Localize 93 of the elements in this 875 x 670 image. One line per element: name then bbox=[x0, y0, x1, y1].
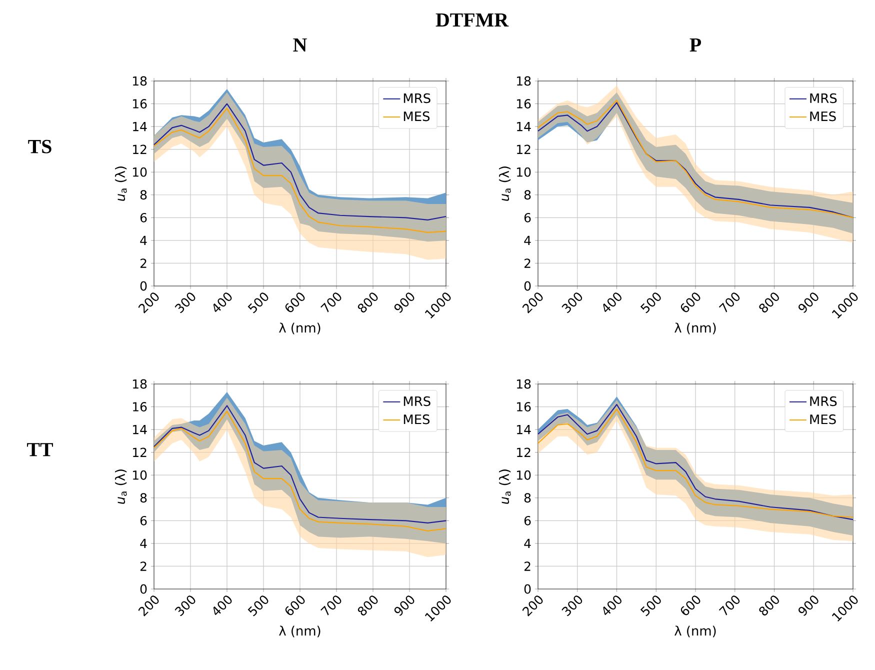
x-tick-label: 300 bbox=[562, 292, 582, 314]
y-tick-label: 6 bbox=[524, 516, 531, 526]
x-tick-label: 400 bbox=[603, 292, 622, 312]
x-tick-label: 600 bbox=[285, 292, 305, 312]
y-tick-label: 6 bbox=[140, 212, 147, 222]
y-tick-label: 12 bbox=[133, 144, 146, 154]
x-tick-label: 800 bbox=[358, 292, 378, 312]
x-tick-label: 500 bbox=[248, 292, 268, 314]
x-tick-label: 800 bbox=[759, 596, 779, 616]
y-tick-label: 2 bbox=[524, 258, 530, 268]
x-tick-label: 300 bbox=[562, 596, 582, 616]
y-tick-label: 18 bbox=[517, 379, 531, 389]
x-tick-label: 200 bbox=[522, 292, 543, 314]
y-axis-title: u$_{a}$ (λ) bbox=[499, 166, 511, 201]
x-tick-label: 300 bbox=[174, 596, 196, 616]
y-tick-label: 6 bbox=[524, 212, 531, 222]
x-axis-title: λ (nm) bbox=[674, 322, 716, 334]
y-tick-label: 18 bbox=[133, 76, 147, 86]
y-axis-title: u$_{a}$ (λ) bbox=[115, 166, 127, 201]
y-tick-label: 10 bbox=[517, 470, 531, 480]
y-axis-title: u$_{a}$ (λ) bbox=[115, 470, 127, 504]
x-tick-label: 700 bbox=[718, 596, 740, 616]
x-tick-label: 900 bbox=[394, 596, 414, 616]
x-tick-label: 200 bbox=[522, 596, 543, 616]
y-tick-label: 18 bbox=[517, 76, 531, 86]
y-tick-label: 8 bbox=[524, 190, 531, 200]
legend-label: MRS bbox=[810, 93, 837, 104]
x-axis-title: λ (nm) bbox=[674, 626, 716, 638]
x-tick-label: 500 bbox=[248, 596, 268, 616]
legend-label: MRS bbox=[810, 396, 837, 406]
x-tick-label: 900 bbox=[798, 292, 818, 313]
y-tick-label: 2 bbox=[524, 562, 530, 571]
x-tick-label: 200 bbox=[138, 292, 159, 314]
y-tick-label: 10 bbox=[517, 167, 531, 177]
x-tick-label: 400 bbox=[603, 596, 622, 616]
y-tick-label: 14 bbox=[517, 425, 531, 434]
y-tick-label: 18 bbox=[133, 379, 147, 389]
x-tick-label: 800 bbox=[759, 292, 779, 312]
y-tick-label: 10 bbox=[133, 470, 147, 480]
y-tick-label: 14 bbox=[133, 425, 147, 434]
x-tick-label: 600 bbox=[680, 292, 700, 312]
x-tick-label: 700 bbox=[320, 292, 342, 312]
legend-label: MRS bbox=[404, 93, 430, 104]
x-tick-label: 700 bbox=[718, 292, 740, 312]
y-tick-label: 2 bbox=[140, 562, 146, 571]
x-tick-label: 700 bbox=[320, 596, 342, 616]
chart-title: P bbox=[690, 38, 702, 52]
x-axis-title: λ (nm) bbox=[279, 322, 320, 334]
legend-label: MES bbox=[810, 414, 836, 424]
x-tick-label: 400 bbox=[213, 292, 232, 312]
y-tick-label: 0 bbox=[140, 584, 147, 594]
x-tick-label: 500 bbox=[640, 292, 661, 314]
y-tick-label: 0 bbox=[140, 281, 147, 291]
x-tick-label: 500 bbox=[640, 596, 661, 616]
y-tick-label: 12 bbox=[517, 144, 530, 154]
legend-label: MES bbox=[810, 111, 836, 122]
y-tick-label: 8 bbox=[524, 493, 531, 503]
x-tick-label: 300 bbox=[174, 292, 196, 314]
y-tick-label: 2 bbox=[140, 258, 146, 268]
y-tick-label: 14 bbox=[133, 122, 147, 132]
y-tick-label: 12 bbox=[133, 448, 146, 457]
x-tick-label: 600 bbox=[680, 596, 700, 616]
x-tick-label: 600 bbox=[285, 596, 305, 616]
legend-label: MES bbox=[404, 111, 430, 122]
y-tick-label: 4 bbox=[524, 538, 531, 548]
chart-title: N bbox=[293, 38, 307, 52]
text: DTFMR bbox=[436, 13, 509, 27]
y-tick-label: 14 bbox=[517, 122, 531, 132]
x-axis-title: λ (nm) bbox=[279, 626, 320, 638]
y-tick-label: 16 bbox=[133, 402, 147, 412]
y-tick-label: 8 bbox=[140, 493, 147, 503]
text: TS bbox=[28, 140, 52, 154]
x-tick-label: 900 bbox=[798, 596, 818, 616]
legend-label: MES bbox=[404, 414, 430, 424]
x-tick-label: 400 bbox=[213, 596, 232, 616]
y-tick-label: 8 bbox=[140, 190, 147, 200]
y-tick-label: 16 bbox=[517, 402, 531, 412]
y-tick-label: 6 bbox=[140, 516, 147, 526]
y-tick-label: 16 bbox=[517, 99, 531, 108]
legend-label: MRS bbox=[404, 396, 430, 406]
y-tick-label: 4 bbox=[524, 236, 531, 245]
y-tick-label: 0 bbox=[524, 584, 531, 594]
x-tick-label: 800 bbox=[358, 596, 378, 616]
y-tick-label: 16 bbox=[133, 99, 147, 108]
text: TT bbox=[27, 443, 53, 456]
y-tick-label: 0 bbox=[524, 281, 531, 291]
x-tick-label: 200 bbox=[138, 596, 159, 616]
y-tick-label: 4 bbox=[140, 236, 147, 245]
y-tick-label: 12 bbox=[517, 448, 530, 457]
x-tick-label: 900 bbox=[394, 292, 414, 313]
y-axis-title: u$_{a}$ (λ) bbox=[499, 470, 511, 504]
y-tick-label: 4 bbox=[140, 538, 147, 548]
y-tick-label: 10 bbox=[133, 167, 147, 177]
